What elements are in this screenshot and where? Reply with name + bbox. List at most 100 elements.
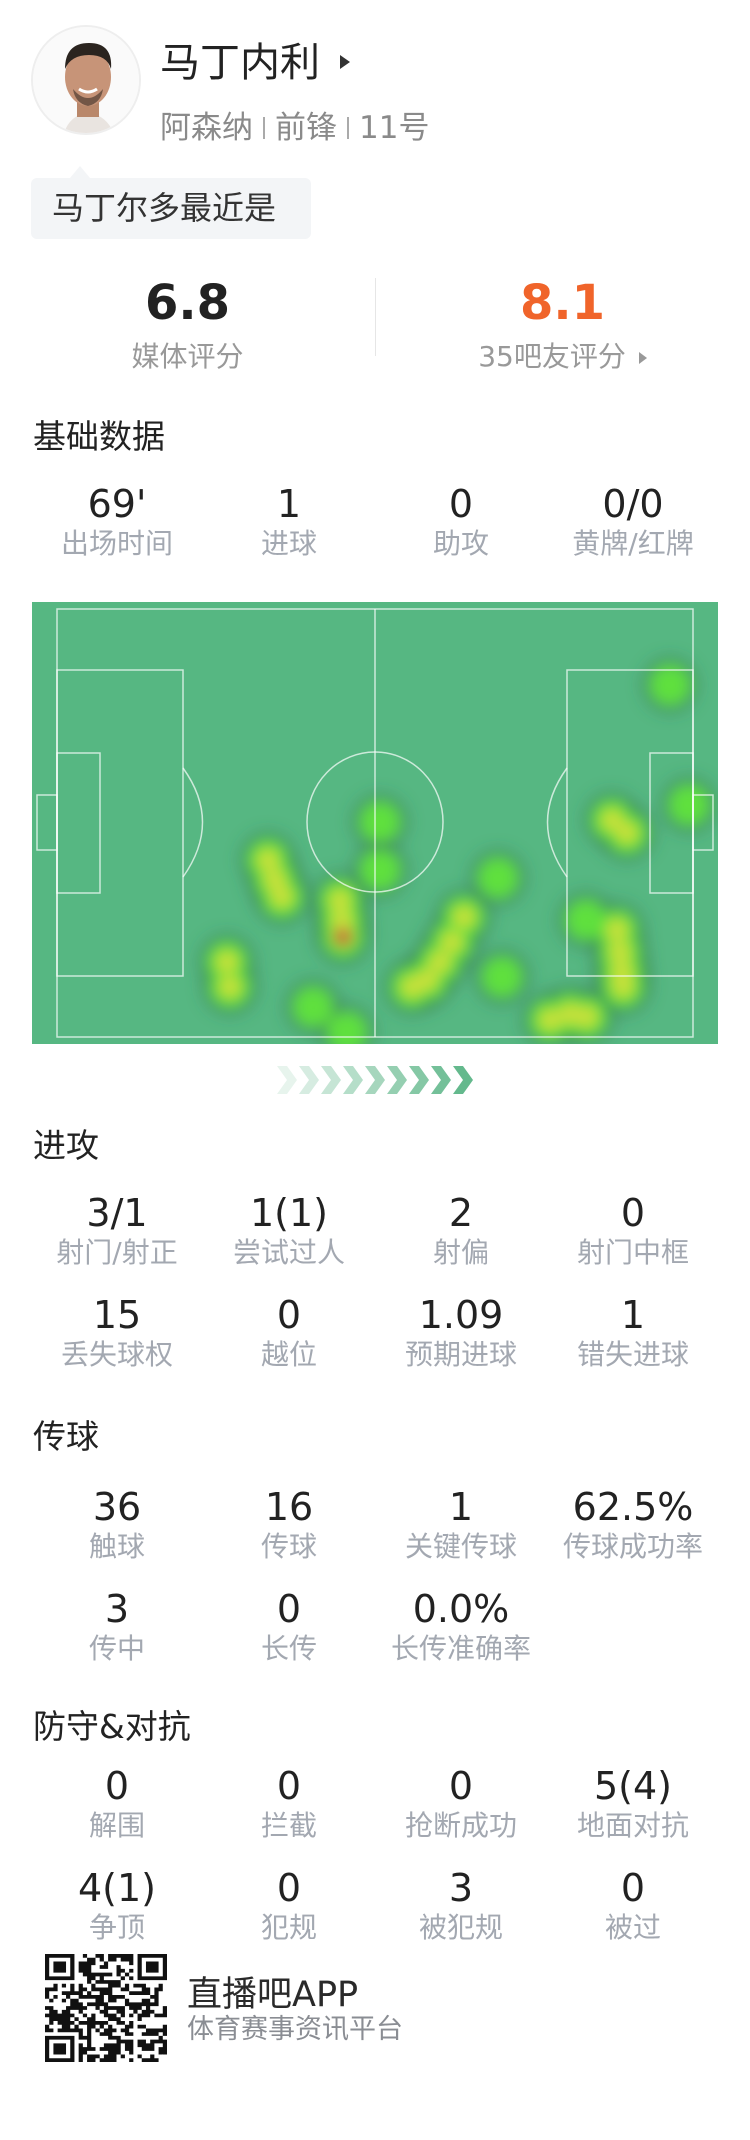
player-position: 前锋 — [275, 110, 337, 146]
stat-value: 3 — [104, 1587, 130, 1631]
stat-label: 传中 — [88, 1632, 145, 1665]
stat-label: 被犯规 — [418, 1911, 503, 1944]
heat-spot — [612, 976, 634, 998]
section-title-attack: 进攻 — [33, 1126, 99, 1165]
bubble-pointer — [70, 166, 90, 178]
stat-label: 传球 — [260, 1530, 317, 1563]
chevron-right-icon — [277, 1066, 297, 1094]
player-name[interactable]: 马丁内利 — [160, 40, 320, 86]
stat-value: 1 — [276, 482, 302, 526]
media-rating: 6.8 媒体评分 — [0, 275, 375, 377]
left-goal-area — [56, 752, 101, 894]
stat-value: 0 — [620, 1191, 646, 1235]
stat-value: 1 — [448, 1485, 474, 1529]
caret-right-icon — [638, 352, 647, 364]
stat-label: 进球 — [260, 527, 317, 560]
heat-spot — [329, 889, 351, 911]
speech-bubble[interactable] — [31, 178, 311, 239]
stat-value: 0 — [276, 1866, 302, 1910]
pitch-lines — [36, 608, 714, 1038]
chevron-right-icon — [299, 1066, 319, 1094]
stat-label: 黄牌/红牌 — [572, 527, 694, 560]
stat-label: 触球 — [88, 1530, 145, 1563]
qr-code[interactable] — [45, 1954, 167, 2062]
stat-label: 被过 — [604, 1911, 661, 1944]
heat-spot — [264, 869, 286, 891]
stat-basic: 69' 出场时间 — [31, 482, 203, 562]
stat-label: 错失进球 — [576, 1338, 689, 1371]
bubble-text: 马丁尔多最近是 — [52, 189, 277, 227]
stat-value: 0 — [448, 1764, 474, 1808]
heat-spot — [609, 941, 631, 963]
stat-label: 抢断成功 — [404, 1809, 517, 1842]
heat-spot — [334, 928, 352, 946]
stat-label: 射偏 — [432, 1236, 489, 1269]
media-rating-label: 媒体评分 — [131, 340, 244, 373]
heat-spot — [257, 849, 279, 871]
stat-label: 射门中框 — [576, 1236, 689, 1269]
chevron-right-icon — [453, 1066, 473, 1094]
chevron-right-icon — [343, 1066, 363, 1094]
separator — [347, 117, 349, 139]
caret-right-icon[interactable] — [340, 55, 350, 69]
center-circle — [306, 751, 444, 893]
stat-label: 助攻 — [432, 527, 489, 560]
left-penalty-arc — [182, 767, 204, 878]
stat-attack: 0 射门中框 — [547, 1191, 719, 1271]
stat-value: 5(4) — [593, 1764, 672, 1808]
section-title-passing: 传球 — [33, 1417, 99, 1456]
stat-label: 出场时间 — [60, 527, 173, 560]
stat-defense: 3 被犯规 — [375, 1866, 547, 1946]
heat-spot — [478, 858, 518, 898]
stat-value: 0 — [276, 1587, 302, 1631]
heatmap-svg — [36, 608, 719, 1062]
stat-label: 丢失球权 — [60, 1338, 173, 1371]
stat-label: 地面对抗 — [576, 1809, 689, 1842]
stat-value: 1.09 — [418, 1293, 504, 1337]
stat-value: 0 — [276, 1293, 302, 1337]
chevron-right-icon — [387, 1066, 407, 1094]
heat-spot — [539, 1009, 561, 1031]
stat-value: 15 — [92, 1293, 142, 1337]
stat-value: 62.5% — [572, 1485, 694, 1529]
chevron-right-icon — [321, 1066, 341, 1094]
stat-basic: 0 助攻 — [375, 482, 547, 562]
player-number: 11号 — [359, 110, 430, 146]
heat-spot — [271, 886, 293, 908]
stat-value: 1(1) — [249, 1191, 328, 1235]
stat-value: 36 — [92, 1485, 142, 1529]
heat-spot — [429, 951, 451, 973]
chevron-right-icon — [409, 1066, 429, 1094]
app-name: 直播吧APP — [187, 1975, 359, 2015]
heat-spot — [453, 906, 475, 928]
stat-label: 争顶 — [88, 1911, 145, 1944]
heatmap-pitch — [32, 602, 719, 1062]
heat-spot — [360, 802, 400, 842]
stat-passing: 0 长传 — [203, 1587, 375, 1667]
stat-defense: 0 拦截 — [203, 1764, 375, 1844]
stat-defense: 5(4) 地面对抗 — [547, 1764, 719, 1844]
stat-attack: 1.09 预期进球 — [375, 1293, 547, 1373]
fan-rating[interactable]: 8.1 35吧友评分 — [375, 275, 750, 377]
player-info: 阿森纳 前锋 11号 — [160, 108, 429, 148]
right-penalty-arc — [546, 767, 568, 878]
chevron-right-icon — [431, 1066, 451, 1094]
left-penalty-box — [56, 669, 184, 977]
heat-spot — [576, 1006, 598, 1028]
fan-rating-label[interactable]: 35吧友评分 — [375, 337, 750, 377]
heat-spot — [331, 909, 353, 931]
stat-attack: 15 丢失球权 — [31, 1293, 203, 1373]
stat-value: 0/0 — [602, 482, 664, 526]
stat-value: 0 — [276, 1764, 302, 1808]
stat-attack: 3/1 射门/射正 — [31, 1191, 203, 1271]
stat-value: 3/1 — [86, 1191, 148, 1235]
player-avatar[interactable] — [31, 25, 141, 135]
stat-passing: 16 传球 — [203, 1485, 375, 1565]
stat-label: 传球成功率 — [562, 1530, 703, 1563]
app-tagline: 体育赛事资讯平台 — [187, 2014, 403, 2045]
heat-spot — [441, 931, 463, 953]
player-photo-icon — [33, 27, 139, 133]
heat-spot — [669, 785, 709, 825]
stat-attack: 1(1) 尝试过人 — [203, 1191, 375, 1271]
stat-label: 关键传球 — [404, 1530, 517, 1563]
